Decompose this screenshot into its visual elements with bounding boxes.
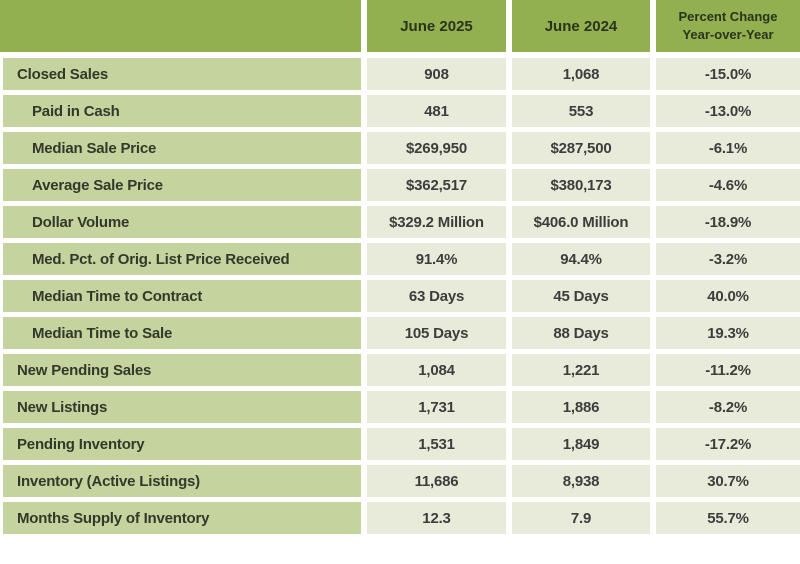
- value-pct-change: -17.2%: [656, 428, 800, 460]
- value-pct-change: 55.7%: [656, 502, 800, 534]
- row-label: Dollar Volume: [3, 206, 361, 238]
- value-jun-2025: 908: [367, 58, 506, 90]
- value-jun-2025: 63 Days: [367, 280, 506, 312]
- row-label: Median Time to Sale: [3, 317, 361, 349]
- value-jun-2024: $406.0 Million: [512, 206, 650, 238]
- col-header-jun-2024: June 2024: [512, 0, 650, 52]
- row-label: Average Sale Price: [3, 169, 361, 201]
- value-jun-2024: 553: [512, 95, 650, 127]
- value-jun-2025: 1,731: [367, 391, 506, 423]
- value-jun-2025: 12.3: [367, 502, 506, 534]
- pct-change-header-line1: Percent Change: [678, 9, 778, 25]
- value-jun-2024: 1,886: [512, 391, 650, 423]
- value-jun-2024: 1,068: [512, 58, 650, 90]
- value-jun-2024: $287,500: [512, 132, 650, 164]
- value-jun-2025: 1,084: [367, 354, 506, 386]
- value-pct-change: -18.9%: [656, 206, 800, 238]
- row-label: New Pending Sales: [3, 354, 361, 386]
- value-jun-2024: 7.9: [512, 502, 650, 534]
- value-pct-change: -3.2%: [656, 243, 800, 275]
- value-pct-change: 30.7%: [656, 465, 800, 497]
- pct-change-header-line2: Year-over-Year: [682, 27, 774, 42]
- row-label: Median Time to Contract: [3, 280, 361, 312]
- table-row-median-time-to-contract: Median Time to Contract 63 Days 45 Days …: [0, 280, 800, 312]
- row-label: Pending Inventory: [3, 428, 361, 460]
- value-jun-2024: 94.4%: [512, 243, 650, 275]
- table-row-median-sale-price: Median Sale Price $269,950 $287,500 -6.1…: [0, 132, 800, 164]
- row-label: New Listings: [3, 391, 361, 423]
- table-row-inventory-active-listings: Inventory (Active Listings) 11,686 8,938…: [0, 465, 800, 497]
- row-label: Med. Pct. of Orig. List Price Received: [3, 243, 361, 275]
- value-jun-2024: 8,938: [512, 465, 650, 497]
- value-jun-2025: 91.4%: [367, 243, 506, 275]
- value-pct-change: -13.0%: [656, 95, 800, 127]
- row-label: Months Supply of Inventory: [3, 502, 361, 534]
- table-row-average-sale-price: Average Sale Price $362,517 $380,173 -4.…: [0, 169, 800, 201]
- table-row-months-supply: Months Supply of Inventory 12.3 7.9 55.7…: [0, 502, 800, 534]
- table-row-med-pct-orig-list-price: Med. Pct. of Orig. List Price Received 9…: [0, 243, 800, 275]
- value-pct-change: -6.1%: [656, 132, 800, 164]
- table-row-new-listings: New Listings 1,731 1,886 -8.2%: [0, 391, 800, 423]
- value-pct-change: 40.0%: [656, 280, 800, 312]
- value-pct-change: -15.0%: [656, 58, 800, 90]
- value-pct-change: 19.3%: [656, 317, 800, 349]
- col-header-jun-2025: June 2025: [367, 0, 506, 52]
- value-jun-2025: 481: [367, 95, 506, 127]
- row-label: Paid in Cash: [3, 95, 361, 127]
- row-label: Inventory (Active Listings): [3, 465, 361, 497]
- value-pct-change: -4.6%: [656, 169, 800, 201]
- table-row-closed-sales: Closed Sales 908 1,068 -15.0%: [0, 58, 800, 90]
- value-jun-2025: $329.2 Million: [367, 206, 506, 238]
- table-row-dollar-volume: Dollar Volume $329.2 Million $406.0 Mill…: [0, 206, 800, 238]
- value-pct-change: -8.2%: [656, 391, 800, 423]
- row-label: Median Sale Price: [3, 132, 361, 164]
- header-row: June 2025 June 2024 Percent Change Year-…: [0, 0, 800, 52]
- value-jun-2024: 1,221: [512, 354, 650, 386]
- market-stats-table: June 2025 June 2024 Percent Change Year-…: [0, 0, 800, 534]
- row-label: Closed Sales: [3, 58, 361, 90]
- value-jun-2024: 45 Days: [512, 280, 650, 312]
- value-jun-2025: 11,686: [367, 465, 506, 497]
- value-jun-2024: $380,173: [512, 169, 650, 201]
- header-spacer-cell: [0, 0, 361, 52]
- value-jun-2024: 88 Days: [512, 317, 650, 349]
- value-jun-2025: 105 Days: [367, 317, 506, 349]
- value-jun-2025: 1,531: [367, 428, 506, 460]
- table-row-paid-in-cash: Paid in Cash 481 553 -13.0%: [0, 95, 800, 127]
- value-jun-2025: $269,950: [367, 132, 506, 164]
- table-row-new-pending-sales: New Pending Sales 1,084 1,221 -11.2%: [0, 354, 800, 386]
- table-row-median-time-to-sale: Median Time to Sale 105 Days 88 Days 19.…: [0, 317, 800, 349]
- table-row-pending-inventory: Pending Inventory 1,531 1,849 -17.2%: [0, 428, 800, 460]
- col-header-pct-change: Percent Change Year-over-Year: [656, 0, 800, 52]
- value-jun-2025: $362,517: [367, 169, 506, 201]
- value-jun-2024: 1,849: [512, 428, 650, 460]
- value-pct-change: -11.2%: [656, 354, 800, 386]
